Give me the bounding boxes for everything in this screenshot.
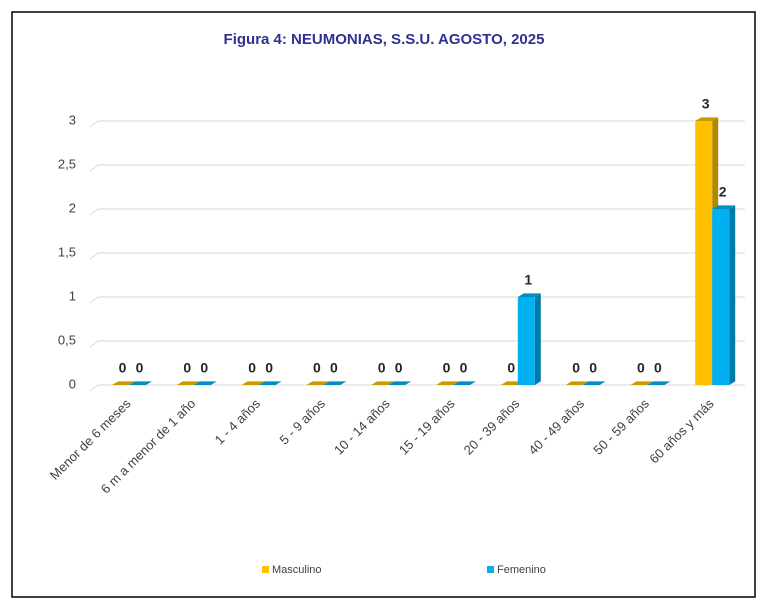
data-label: 0	[119, 360, 127, 376]
data-label: 0	[654, 360, 662, 376]
bar	[193, 381, 217, 385]
grid-line	[89, 252, 745, 260]
legend-label: Masculino	[272, 564, 322, 576]
y-tick-label: 2,5	[58, 156, 76, 171]
bar	[436, 381, 459, 385]
data-label: 0	[443, 360, 451, 376]
bar	[241, 381, 265, 385]
bar-top	[193, 381, 217, 385]
bar-front	[712, 209, 730, 385]
bar-top	[647, 381, 671, 385]
y-tick-label: 0,5	[58, 332, 76, 347]
bar	[176, 381, 200, 385]
bar-side	[729, 205, 736, 385]
bar-top	[565, 381, 589, 385]
bar-top	[371, 381, 395, 385]
legend-label: Femenino	[497, 564, 546, 576]
bar	[112, 381, 135, 385]
data-label: 0	[248, 360, 256, 376]
data-label: 0	[460, 360, 468, 376]
bar	[517, 293, 541, 385]
grid-line	[89, 120, 745, 128]
bar-top	[241, 381, 265, 385]
bar-top	[176, 381, 200, 385]
chart-title: Figura 4: NEUMONIAS, S.S.U. AGOSTO, 2025	[224, 31, 545, 48]
bar	[453, 381, 476, 385]
bar-top	[453, 381, 476, 385]
data-label: 0	[507, 360, 515, 376]
bar	[129, 381, 152, 385]
bar	[371, 381, 395, 385]
data-label: 0	[136, 360, 144, 376]
bar-top	[258, 381, 282, 385]
data-label: 0	[572, 360, 580, 376]
y-tick-label: 1	[69, 288, 76, 303]
y-tick-label: 1,5	[58, 244, 76, 259]
bar-front	[517, 297, 535, 385]
chart-frame	[11, 11, 756, 598]
y-tick-label: 0	[69, 376, 76, 391]
bar-front	[695, 121, 713, 385]
bar	[647, 381, 671, 385]
bar-top	[630, 381, 654, 385]
bar-top	[695, 117, 719, 121]
data-label: 0	[378, 360, 386, 376]
bar-top	[517, 293, 541, 297]
bar	[582, 381, 606, 385]
y-tick-label: 2	[69, 200, 76, 215]
legend-swatch	[262, 566, 269, 573]
data-label: 0	[200, 360, 208, 376]
data-label: 0	[395, 360, 403, 376]
bar	[306, 381, 330, 385]
data-label: 0	[637, 360, 645, 376]
grid-line	[89, 208, 745, 216]
bar-side	[534, 293, 541, 385]
bar	[323, 381, 347, 385]
bar-top	[306, 381, 330, 385]
bar-top	[436, 381, 459, 385]
data-label: 0	[183, 360, 191, 376]
data-label: 0	[330, 360, 338, 376]
bar-top	[129, 381, 152, 385]
legend-swatch	[487, 566, 494, 573]
bar	[388, 381, 412, 385]
bar-top	[323, 381, 347, 385]
data-label: 0	[313, 360, 321, 376]
bar	[258, 381, 282, 385]
data-label: 2	[719, 184, 727, 200]
data-label: 1	[524, 272, 532, 288]
grid-line	[89, 164, 745, 172]
data-label: 3	[702, 96, 710, 112]
bar	[565, 381, 589, 385]
bar-top	[388, 381, 412, 385]
data-label: 0	[265, 360, 273, 376]
bar	[630, 381, 654, 385]
y-tick-label: 3	[69, 112, 76, 127]
bar-top	[582, 381, 606, 385]
bar-top	[112, 381, 135, 385]
bar-top	[712, 205, 736, 209]
data-label: 0	[589, 360, 597, 376]
bar	[712, 205, 736, 385]
